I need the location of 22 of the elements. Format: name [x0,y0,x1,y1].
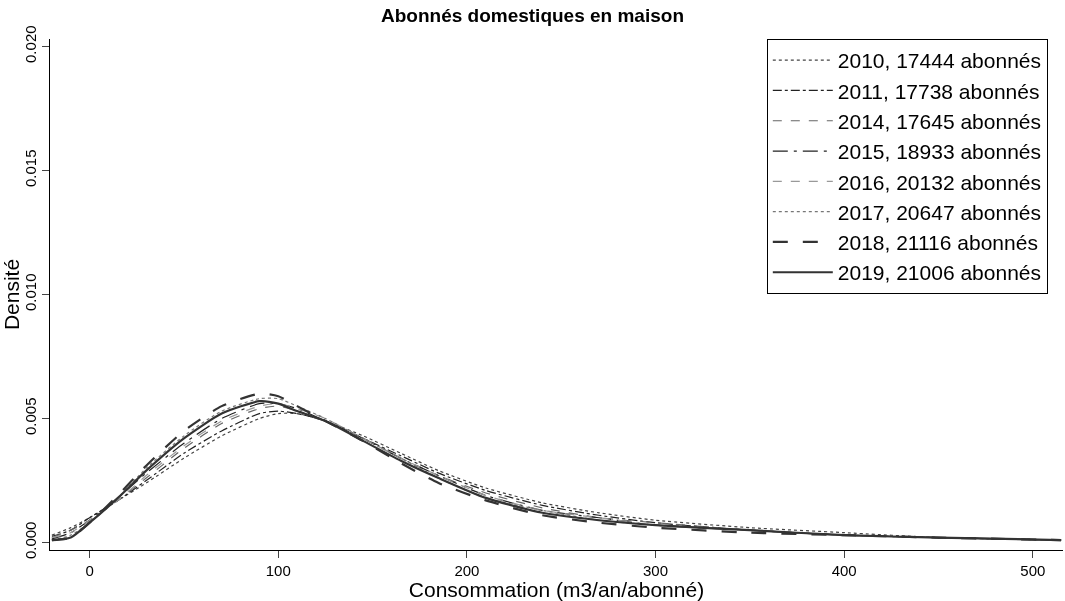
y-tick-label: 0.000 [22,521,39,560]
x-tick-label: 100 [265,562,291,579]
y-tick-label: 0.010 [22,273,39,312]
x-tick-label: 400 [831,562,857,579]
x-tick-label: 300 [643,562,669,579]
legend-label: 2016, 20132 abonnés [837,170,1042,194]
y-tick-label: 0.015 [22,149,39,187]
legend-label: 2019, 21006 abonnés [837,261,1042,285]
y-axis-title: Densité [0,258,23,331]
x-tick-label: 500 [1020,562,1046,579]
chart-title: Abonnés domestiques en maison [381,5,684,27]
legend-label: 2015, 18933 abonnés [837,140,1042,164]
y-tick-label: 0.005 [22,397,39,436]
x-tick-label: 0 [85,562,94,579]
legend-label: 2014, 17645 abonnés [837,109,1042,133]
legend-label: 2010, 17444 abonnés [837,49,1042,73]
x-axis-title: Consommation (m3/an/abonné) [408,578,705,601]
y-tick-label: 0.020 [22,25,39,63]
legend-label: 2011, 17738 abonnés [837,79,1040,103]
x-tick-label: 200 [454,562,480,579]
legend-label: 2017, 20647 abonnés [837,200,1042,224]
legend-label: 2018, 21116 abonnés [837,231,1038,255]
